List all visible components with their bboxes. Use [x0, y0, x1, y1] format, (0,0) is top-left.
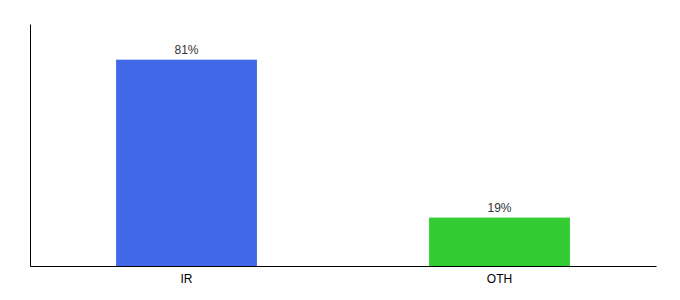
x-axis-line	[31, 266, 657, 267]
data-labels: 81% 19%	[174, 43, 511, 215]
chart: IR OTH 81% 19%	[0, 0, 680, 300]
bars	[116, 60, 570, 266]
bar	[116, 60, 257, 266]
data-label: 81%	[174, 43, 198, 57]
x-tick-label: IR	[181, 272, 193, 286]
bar	[429, 218, 570, 266]
data-label: 19%	[487, 201, 511, 215]
x-tick: IR	[181, 272, 193, 286]
x-tick-label: OTH	[487, 272, 512, 286]
y-axis	[30, 25, 31, 267]
y-axis-line	[30, 25, 31, 267]
plot: IR OTH 81% 19%	[31, 25, 657, 286]
x-axis: IR OTH	[31, 267, 657, 286]
x-tick: OTH	[487, 272, 512, 286]
